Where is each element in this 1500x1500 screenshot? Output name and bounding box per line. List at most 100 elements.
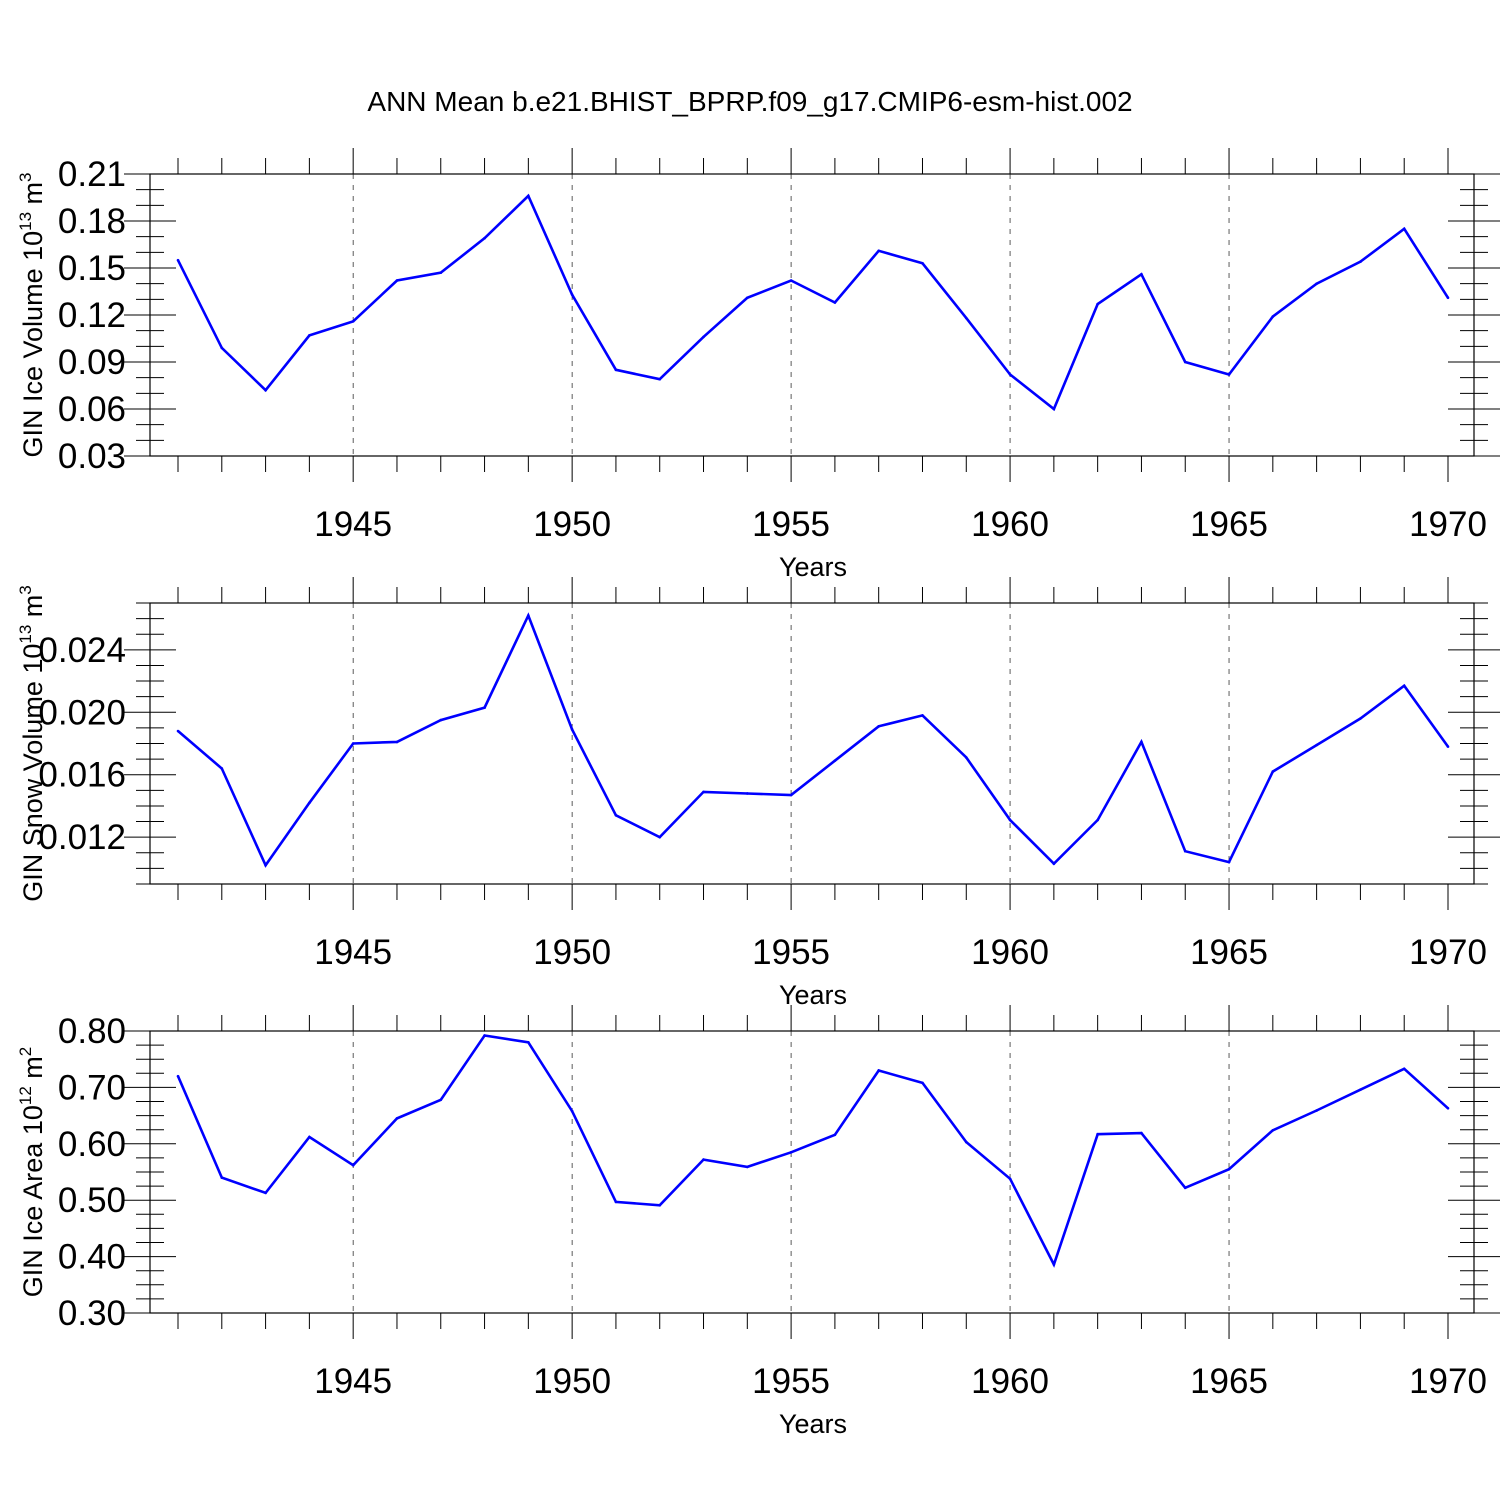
data-point <box>1096 1132 1099 1136</box>
y-axis-title: GIN Ice Volume 1013 m3 <box>16 172 48 457</box>
x-tick-label: 1965 <box>1190 1362 1268 1401</box>
x-tick-label: 1955 <box>752 933 830 972</box>
data-point <box>351 1163 355 1167</box>
x-tick-label: 1970 <box>1409 1362 1487 1401</box>
x-tick-label: 1960 <box>971 505 1049 544</box>
data-point <box>833 759 837 762</box>
x-tick-label: 1945 <box>314 505 392 544</box>
data-point <box>702 1158 705 1161</box>
data-point <box>921 1081 924 1085</box>
data-point <box>789 279 793 282</box>
data-point <box>1052 862 1056 866</box>
data-point <box>439 271 443 275</box>
data-point <box>702 335 705 339</box>
y-tick-label: 0.016 <box>38 756 126 795</box>
data-point <box>964 756 968 759</box>
data-point <box>1446 745 1450 748</box>
data-point <box>1140 272 1143 276</box>
x-tick-label: 1950 <box>533 933 611 972</box>
figure-title: ANN Mean b.e21.BHIST_BPRP.f09_g17.CMIP6-… <box>367 86 1133 117</box>
y-tick-label: 0.80 <box>58 1012 126 1051</box>
data-point <box>1227 860 1231 864</box>
data-point <box>483 236 486 240</box>
data-point <box>614 814 618 817</box>
y-tick-label: 0.70 <box>58 1068 126 1107</box>
y-axis-title: GIN Ice Area 1012 m2 <box>16 1047 48 1298</box>
data-point <box>1271 1128 1275 1132</box>
data-point <box>921 262 924 265</box>
data-point <box>308 801 311 805</box>
data-point <box>746 792 749 795</box>
x-axis-title: Years <box>779 1409 847 1439</box>
x-tick-label: 1970 <box>1409 505 1487 544</box>
data-point <box>439 718 443 722</box>
data-point <box>833 1133 837 1137</box>
data-point <box>833 301 837 304</box>
data-point <box>264 863 267 867</box>
data-point <box>964 1140 968 1144</box>
data-point <box>1227 1167 1231 1171</box>
data-point <box>1140 740 1143 744</box>
data-point <box>527 1040 530 1044</box>
data-point <box>789 1150 793 1154</box>
data-point <box>570 1109 574 1113</box>
data-point <box>1315 743 1318 747</box>
data-point <box>1315 282 1318 285</box>
y-tick-label: 0.18 <box>58 202 126 241</box>
plot-frame <box>149 602 1475 885</box>
data-point <box>1008 1177 1012 1181</box>
panel-2: 0.012 0.016 0.020 0.024 1945 1950 1955 1960 1965… <box>16 577 1500 1010</box>
data-point <box>395 1117 399 1120</box>
data-point <box>746 296 749 300</box>
y-tick-label: 0.50 <box>58 1181 126 1220</box>
data-point <box>877 249 880 253</box>
data-point <box>1402 684 1406 688</box>
data-point <box>1008 373 1012 376</box>
data-point <box>1052 1263 1056 1266</box>
data-point <box>614 368 618 372</box>
data-point <box>1183 1186 1187 1190</box>
data-point <box>1359 260 1362 264</box>
data-point <box>220 1176 224 1179</box>
data-point <box>483 1034 486 1037</box>
data-point <box>1183 849 1187 853</box>
x-tick-label: 1945 <box>314 933 392 972</box>
data-point <box>614 1200 618 1204</box>
data-point <box>746 1165 749 1169</box>
y-tick-label: 0.40 <box>58 1238 126 1277</box>
data-point <box>1446 1106 1450 1110</box>
data-point <box>308 1135 311 1139</box>
data-point <box>220 767 224 770</box>
x-tick-label: 1960 <box>971 933 1049 972</box>
data-point <box>264 388 267 392</box>
y-tick-label: 0.024 <box>38 631 126 670</box>
data-point <box>1096 818 1099 822</box>
y-axis-title: GIN Snow Volume 1013 m3 <box>16 585 48 902</box>
data-point <box>877 725 880 728</box>
data-point <box>351 319 355 323</box>
y-tick-label: 0.03 <box>58 437 126 476</box>
data-point <box>1315 1109 1318 1112</box>
data-point <box>439 1098 443 1102</box>
x-tick-label: 1970 <box>1409 933 1487 972</box>
data-point <box>308 334 311 337</box>
data-point <box>570 293 574 296</box>
y-tick-label: 0.09 <box>58 343 126 382</box>
data-point <box>1227 373 1231 376</box>
data-point <box>964 316 968 320</box>
data-point <box>1359 717 1362 720</box>
data-point <box>176 729 180 733</box>
data-point <box>921 714 924 717</box>
plot-frame <box>149 1030 1475 1314</box>
y-tick-label: 0.30 <box>58 1294 126 1333</box>
x-tick-label: 1955 <box>752 1362 830 1401</box>
x-tick-label: 1950 <box>533 1362 611 1401</box>
data-point <box>1402 227 1406 231</box>
data-point <box>570 728 574 731</box>
y-tick-label: 0.020 <box>38 693 126 732</box>
x-tick-label: 1955 <box>752 505 830 544</box>
data-point <box>658 1203 662 1207</box>
data-point <box>527 194 530 198</box>
data-point <box>351 742 355 745</box>
data-point <box>527 614 530 617</box>
